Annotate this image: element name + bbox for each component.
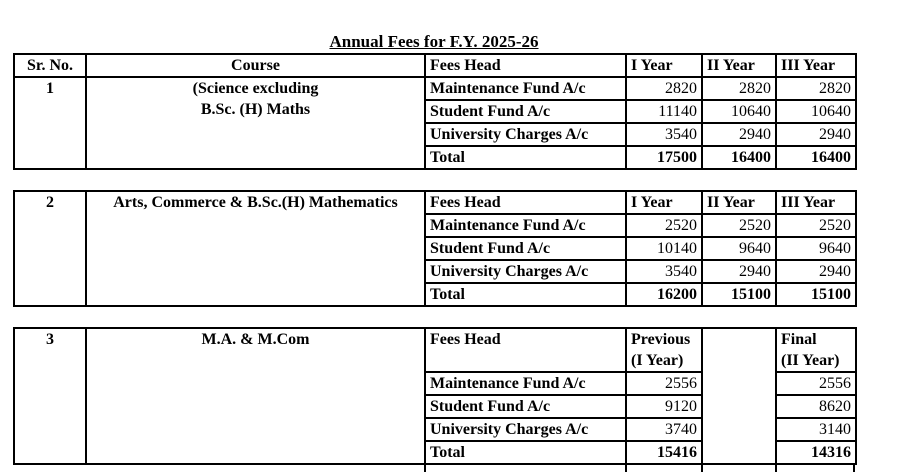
sr-no-cell: 3 <box>13 327 87 465</box>
sr-no-cell: 2 <box>13 190 87 307</box>
fee-value-cell: 2820 <box>775 76 857 101</box>
course-cell: (Science excluding B.Sc. (H) Maths <box>85 76 426 170</box>
fee-value-cell: 10140 <box>625 236 703 261</box>
header-previous-line-1: Previous <box>631 331 691 348</box>
table-row: Maintenance Fund A/c 2556 2556 <box>14 371 857 396</box>
total-label-cell: Total <box>424 282 627 307</box>
fee-label-cell: Maintenance Fund A/c <box>424 76 627 101</box>
fee-label-cell: Student Fund A/c <box>424 236 627 261</box>
header-year-2: II Year <box>701 190 777 215</box>
table-row: Maintenance Fund A/c 2520 2520 2520 <box>14 213 857 238</box>
fees-table-1: Sr. No. Course Fees Head I Year II Year … <box>13 53 857 170</box>
table-row: University Charges A/c 3540 2940 2940 <box>14 122 857 147</box>
fee-value-cell: 2520 <box>775 213 857 238</box>
total-value-cell: 17500 <box>625 145 703 170</box>
header-fees-head: Fees Head <box>424 327 627 373</box>
total-label-cell: Total <box>424 145 627 170</box>
total-value-cell: 14316 <box>775 440 857 465</box>
fees-table-3: 3 M.A. & M.Com Fees Head Previous (I Yea… <box>13 327 857 465</box>
total-value-cell: 16400 <box>701 145 777 170</box>
fees-table-2: 2 Arts, Commerce & B.Sc.(H) Mathematics … <box>13 190 857 307</box>
table-continuation-stubs <box>13 465 855 472</box>
table-row: Student Fund A/c 11140 10640 10640 <box>14 99 857 124</box>
table2-header-row: 2 Arts, Commerce & B.Sc.(H) Mathematics … <box>13 190 857 307</box>
fee-label-cell: Maintenance Fund A/c <box>424 213 627 238</box>
fee-value-cell: 2940 <box>775 259 857 284</box>
fee-value-cell: 2556 <box>625 371 703 396</box>
fee-value-cell: 10640 <box>701 99 777 124</box>
fee-label-cell: University Charges A/c <box>424 259 627 284</box>
fee-label-cell: Student Fund A/c <box>424 394 627 419</box>
table3-header-row: 3 M.A. & M.Com Fees Head Previous (I Yea… <box>13 327 857 465</box>
fee-value-cell: 2820 <box>701 76 777 101</box>
fee-value-cell: 9640 <box>701 236 777 261</box>
table-continuation-stub <box>424 465 426 472</box>
header-year-3: III Year <box>775 190 857 215</box>
fee-value-cell: 3740 <box>625 417 703 442</box>
total-row: Total 15416 14316 <box>14 440 857 465</box>
header-final-line-1: Final <box>781 331 817 348</box>
fee-value-cell: 2940 <box>701 122 777 147</box>
fee-value-cell: 2820 <box>625 76 703 101</box>
total-value-cell: 15100 <box>701 282 777 307</box>
header-sr-no: Sr. No. <box>13 53 87 78</box>
course-line-1: (Science excluding <box>192 80 319 97</box>
table-row: University Charges A/c 3540 2940 2940 <box>14 259 857 284</box>
page-title: Annual Fees for F.Y. 2025-26 <box>329 32 539 51</box>
total-label-cell: Total <box>424 440 627 465</box>
course-line-2: B.Sc. (H) Maths <box>200 101 311 118</box>
fee-label-cell: University Charges A/c <box>424 122 627 147</box>
fee-label-cell: Maintenance Fund A/c <box>424 371 627 396</box>
table-row: University Charges A/c 3740 3140 <box>14 417 857 442</box>
fee-value-cell: 2520 <box>625 213 703 238</box>
header-final-line-2: (II Year) <box>781 352 840 369</box>
fee-value-cell: 9120 <box>625 394 703 419</box>
table-continuation-stub <box>701 465 703 472</box>
fee-value-cell: 2520 <box>701 213 777 238</box>
header-year-1: I Year <box>625 53 703 78</box>
fee-value-cell: 2556 <box>775 371 857 396</box>
header-course: Course <box>85 53 426 78</box>
fee-value-cell: 10640 <box>775 99 857 124</box>
table-continuation-stub <box>625 465 627 472</box>
total-row: Total 16200 15100 15100 <box>14 282 857 307</box>
header-year-2: II Year <box>701 53 777 78</box>
fee-value-cell: 2940 <box>775 122 857 147</box>
empty-spacer-cell <box>701 327 777 465</box>
table-row: Student Fund A/c 10140 9640 9640 <box>14 236 857 261</box>
header-fees-head: Fees Head <box>424 190 627 215</box>
fee-value-cell: 11140 <box>625 99 703 124</box>
header-final-year: Final (II Year) <box>775 327 857 373</box>
total-value-cell: 16200 <box>625 282 703 307</box>
total-value-cell: 16400 <box>775 145 857 170</box>
header-year-1: I Year <box>625 190 703 215</box>
fee-value-cell: 3540 <box>625 259 703 284</box>
total-value-cell: 15100 <box>775 282 857 307</box>
total-value-cell: 15416 <box>625 440 703 465</box>
total-row: Total 17500 16400 16400 <box>14 145 857 170</box>
course-cell: Arts, Commerce & B.Sc.(H) Mathematics <box>85 190 426 307</box>
table-row: 1 (Science excluding B.Sc. (H) Maths Mai… <box>13 76 857 170</box>
header-year-3: III Year <box>775 53 857 78</box>
header-previous-year: Previous (I Year) <box>625 327 703 373</box>
table-row: Student Fund A/c 9120 8620 <box>14 394 857 419</box>
fee-value-cell: 2940 <box>701 259 777 284</box>
fee-value-cell: 3140 <box>775 417 857 442</box>
table-continuation-stub <box>853 465 855 472</box>
course-cell: M.A. & M.Com <box>85 327 426 465</box>
header-fees-head: Fees Head <box>424 53 627 78</box>
fee-label-cell: University Charges A/c <box>424 417 627 442</box>
header-previous-line-2: (I Year) <box>631 352 684 369</box>
table1-header-row: Sr. No. Course Fees Head I Year II Year … <box>13 53 857 78</box>
fee-value-cell: 3540 <box>625 122 703 147</box>
fee-label-cell: Student Fund A/c <box>424 99 627 124</box>
table-continuation-stub <box>775 465 777 472</box>
fee-value-cell: 9640 <box>775 236 857 261</box>
sr-no-cell: 1 <box>13 76 87 170</box>
document-page: Annual Fees for F.Y. 2025-26 Sr. No. Cou… <box>13 32 857 465</box>
fee-value-cell: 8620 <box>775 394 857 419</box>
